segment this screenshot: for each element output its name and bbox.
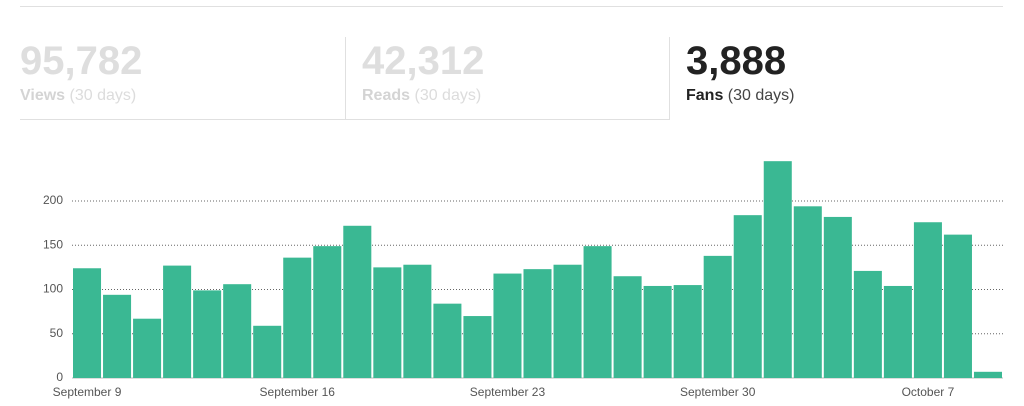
bar [883, 285, 912, 378]
bar [733, 215, 762, 378]
bar [823, 216, 852, 378]
y-tick-label: 200 [43, 193, 63, 207]
bar [373, 267, 402, 378]
y-tick-label: 100 [43, 282, 63, 296]
bar [553, 264, 582, 378]
y-tick-label: 0 [56, 370, 63, 384]
stat-tab[interactable]: 3,888 Fans (30 days) [669, 37, 1003, 120]
bar [403, 264, 432, 378]
y-tick-label: 150 [43, 237, 63, 251]
bar [943, 234, 972, 378]
bar [613, 276, 642, 378]
bar [343, 225, 372, 378]
bar [163, 265, 192, 378]
stat-period: (30 days) [727, 87, 795, 104]
x-tick-label: September 23 [470, 385, 546, 399]
x-tick-label: September 30 [680, 385, 756, 399]
bar [643, 285, 672, 378]
stat-label: Views (30 days) [20, 87, 136, 105]
bar [763, 161, 792, 378]
stat-name: Fans [686, 87, 724, 104]
stat-period: (30 days) [414, 87, 482, 104]
stat-period: (30 days) [69, 87, 137, 104]
bar [133, 318, 162, 378]
stat-tab[interactable]: 42,312 Reads (30 days) [345, 37, 669, 120]
bar [313, 246, 342, 378]
bar [103, 294, 132, 378]
bar [193, 290, 222, 378]
stat-label: Fans (30 days) [686, 87, 795, 105]
bar [523, 269, 552, 378]
stat-value: 3,888 [686, 39, 787, 83]
stat-value: 95,782 [20, 39, 143, 83]
bar [463, 316, 492, 378]
y-tick-label: 50 [50, 326, 64, 340]
bar [223, 284, 252, 378]
stat-name: Reads [362, 87, 411, 104]
bar [703, 255, 732, 378]
bar [433, 303, 462, 378]
stat-tab[interactable]: 95,782 Views (30 days) [20, 37, 345, 120]
bar [853, 270, 882, 378]
bar [73, 268, 102, 378]
x-tick-label: October 7 [902, 385, 955, 399]
x-tick-label: September 9 [53, 385, 122, 399]
bar [973, 371, 1002, 378]
bar [283, 257, 312, 378]
stat-value: 42,312 [362, 39, 485, 83]
divider [20, 6, 1003, 7]
bar [673, 285, 702, 378]
stat-name: Views [20, 87, 66, 104]
bar [253, 325, 282, 378]
stat-label: Reads (30 days) [362, 87, 481, 105]
bar [583, 246, 612, 378]
bar [493, 273, 522, 378]
bar [793, 206, 822, 378]
bar [913, 222, 942, 378]
x-tick-label: September 16 [260, 385, 336, 399]
